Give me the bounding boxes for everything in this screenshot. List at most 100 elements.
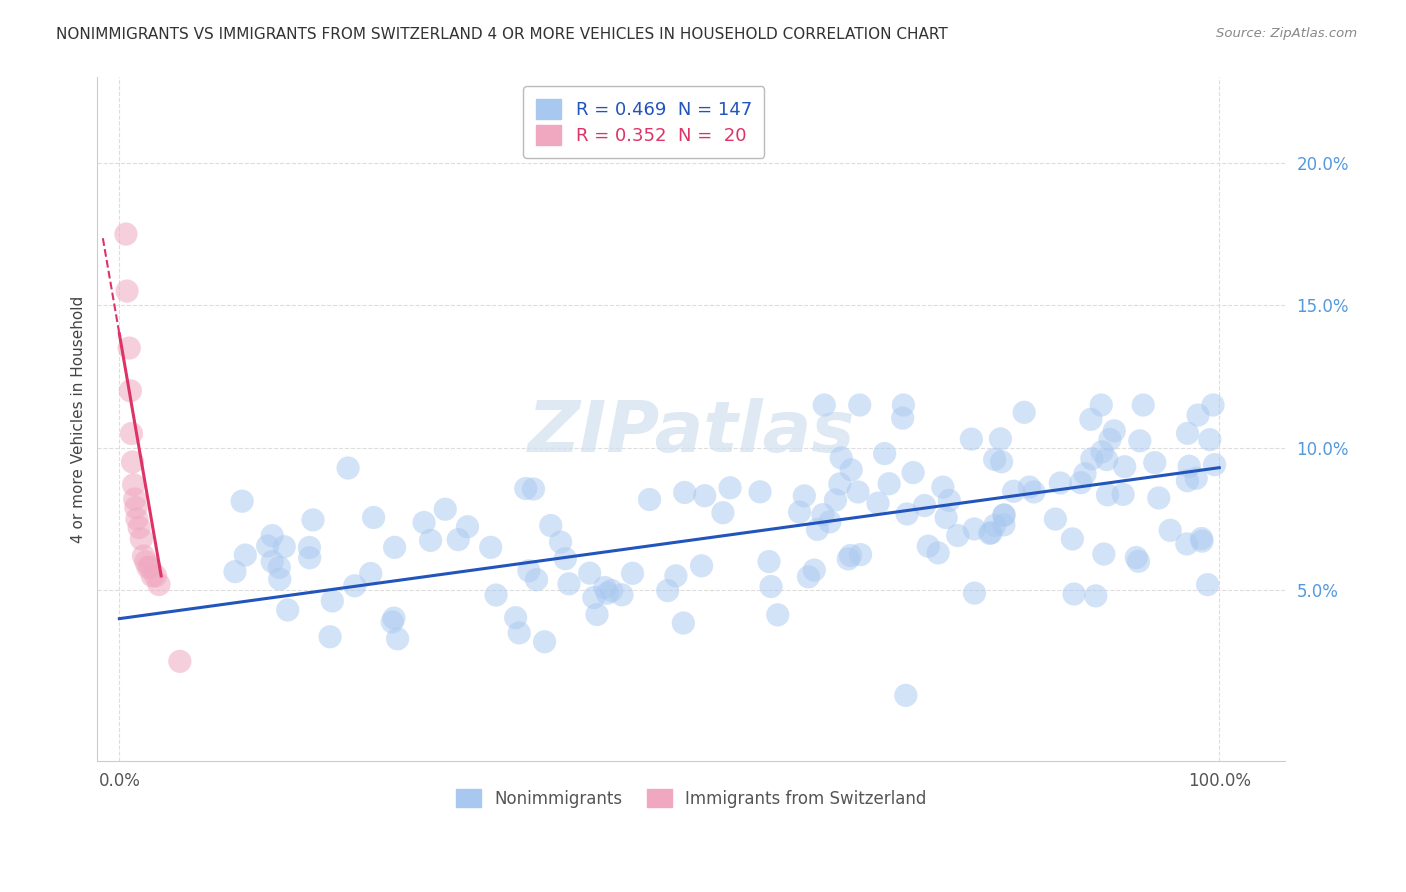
Point [125,512,148,526]
Point [115,284,138,298]
Point [793,489,815,503]
Point [139,560,162,574]
Point [337,461,360,475]
Point [343,579,366,593]
Text: NONIMMIGRANTS VS IMMIGRANTS FROM SWITZERLAND 4 OR MORE VEHICLES IN HOUSEHOLD COR: NONIMMIGRANTS VS IMMIGRANTS FROM SWITZER… [56,27,948,42]
Point [917,539,939,553]
Point [993,508,1015,523]
Point [434,502,457,516]
Point [319,630,342,644]
Point [1177,426,1199,441]
Point [1143,456,1166,470]
Point [932,480,955,494]
Point [1074,467,1097,481]
Point [533,634,555,648]
Point [610,588,633,602]
Point [1147,491,1170,505]
Point [665,569,688,583]
Point [596,586,619,600]
Point [980,525,1002,540]
Point [963,522,986,536]
Point [1128,554,1150,568]
Point [849,548,872,562]
Point [893,398,915,412]
Point [896,507,918,521]
Point [1098,433,1121,447]
Point [554,551,576,566]
Point [672,615,695,630]
Point [522,482,544,496]
Point [927,546,949,560]
Point [269,572,291,586]
Point [120,426,142,441]
Point [749,484,772,499]
Point [914,499,936,513]
Point [993,517,1015,532]
Point [578,566,600,581]
Point [135,555,157,569]
Point [148,577,170,591]
Point [517,564,540,578]
Point [1063,587,1085,601]
Point [690,558,713,573]
Point [811,508,834,522]
Point [262,555,284,569]
Point [298,541,321,555]
Point [508,626,530,640]
Point [586,607,609,622]
Point [1049,476,1071,491]
Point [1191,532,1213,546]
Point [1062,532,1084,546]
Point [384,541,406,555]
Point [673,485,696,500]
Point [1125,550,1147,565]
Point [540,518,562,533]
Point [990,432,1012,446]
Point [806,522,828,536]
Point [901,466,924,480]
Point [894,689,917,703]
Point [828,476,851,491]
Point [1045,512,1067,526]
Point [846,485,869,500]
Point [963,586,986,600]
Point [479,541,502,555]
Point [990,455,1012,469]
Point [277,603,299,617]
Point [550,535,572,549]
Point [718,481,741,495]
Point [839,463,862,477]
Point [121,455,143,469]
Point [979,526,1001,541]
Point [1191,534,1213,549]
Point [938,493,960,508]
Point [1185,471,1208,485]
Point [1090,398,1112,412]
Point [1112,487,1135,501]
Point [759,580,782,594]
Point [262,528,284,542]
Point [1102,424,1125,438]
Point [145,569,167,583]
Point [360,566,382,581]
Point [766,607,789,622]
Point [960,432,983,446]
Text: ZIPatlas: ZIPatlas [527,399,855,467]
Point [457,520,479,534]
Point [935,510,957,524]
Point [873,446,896,460]
Point [797,570,820,584]
Point [1114,459,1136,474]
Point [993,508,1015,522]
Point [1202,398,1225,412]
Point [233,548,256,562]
Point [830,450,852,465]
Point [273,540,295,554]
Point [1092,547,1115,561]
Point [120,384,142,398]
Point [803,563,825,577]
Point [983,452,1005,467]
Point [125,500,148,515]
Point [1070,475,1092,490]
Point [1204,458,1226,472]
